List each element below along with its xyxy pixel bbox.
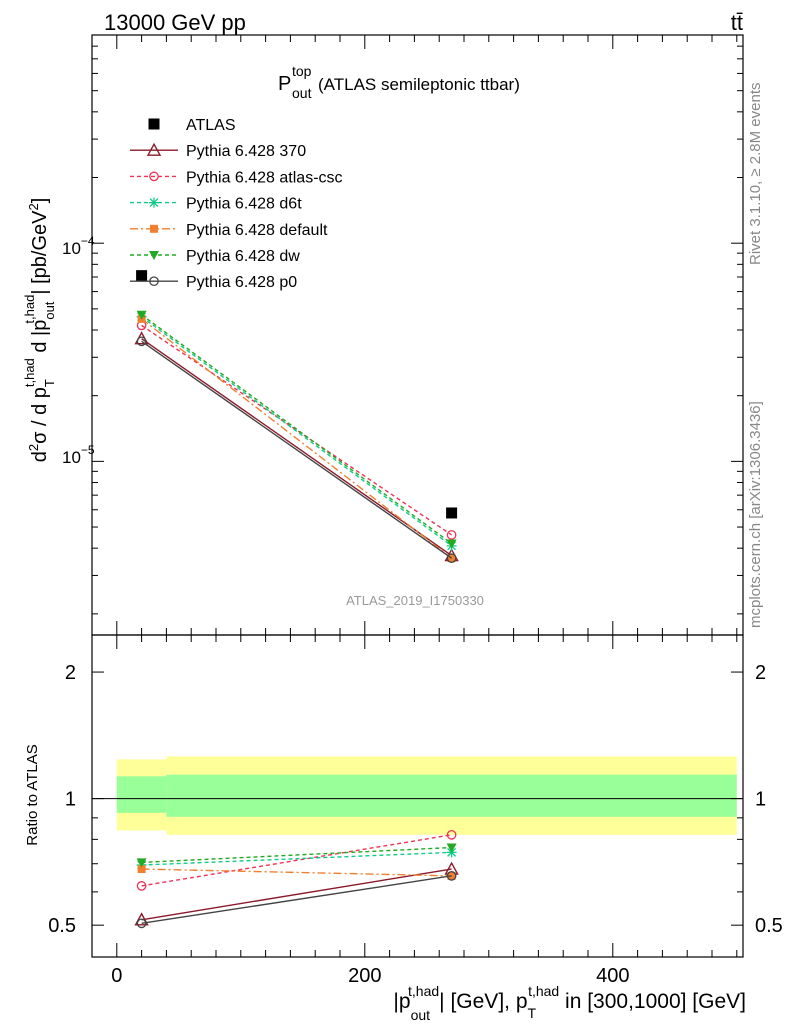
main-y-tick-labels: 10−4 10−5 [62, 234, 95, 467]
main-point-p0-0 [136, 336, 147, 347]
main-line-p0 [141, 340, 453, 559]
main-point-dw-1 [446, 539, 457, 549]
ratio-y-tick-label-right: 2 [755, 662, 766, 684]
ratio-line-p370 [141, 868, 452, 921]
ratio-point-dw-1 [446, 843, 457, 853]
svg-text:d2σ / d pTt,had d |poutt,had|: d2σ / d pTt,had d |poutt,had| [pb/GeV2] [22, 198, 57, 463]
main-line-atlas-csc [141, 324, 452, 536]
mcplots-label: mcplots.cern.ch [arXiv:1306.3436] [747, 401, 764, 628]
main-point-atlas-csc-1 [446, 530, 457, 540]
ratio-y-tick-label-left: 1 [65, 789, 76, 811]
legend-label: Pythia 6.428 p0 [186, 274, 297, 291]
legend-marker-dw [149, 251, 159, 260]
ratio-line-default [141, 868, 452, 877]
legend-marker-atlas-csc [149, 171, 159, 182]
legend-label: Pythia 6.428 atlas-csc [186, 169, 343, 186]
atlas-data-point-0 [136, 270, 148, 282]
legend-marker-atlas [148, 118, 160, 130]
title-main: P [278, 73, 291, 95]
main-line-default [141, 318, 453, 559]
legend-label: Pythia 6.428 370 [186, 143, 306, 160]
legend-label: Pythia 6.428 dw [186, 248, 300, 265]
main-line-dw [141, 314, 453, 545]
ratio-band-inner-0 [116, 776, 167, 813]
ratio-frame [91, 634, 744, 958]
y-tick-1e-4: 10−4 [62, 234, 95, 258]
title-sub: out [292, 85, 312, 101]
main-plot-area [134, 270, 459, 564]
title-rest: (ATLAS semileptonic ttbar) [318, 75, 520, 94]
main-line-d6t [141, 316, 453, 547]
ratio-line-p0 [141, 875, 452, 925]
legend-marker-p0 [149, 276, 159, 287]
energy-label: 13000 GeV pp [104, 10, 246, 35]
ratio-band-inner-1 [166, 774, 737, 817]
svg-text:|poutt,had| [GeV], pTt,had in: |poutt,had| [GeV], pTt,had in [300,1000]… [393, 983, 746, 1023]
axes-frames: 2 2 1 1 0.5 0.5 0 200 400 [48, 34, 783, 987]
main-y-axis-label: d2σ / d pTt,had d |poutt,had| [pb/GeV2] [22, 198, 57, 463]
ratio-point-dw-0 [136, 858, 147, 868]
main-point-dw-0 [136, 310, 147, 320]
atlas-data-point-1 [446, 507, 458, 519]
analysis-label: ATLAS_2019_I1750330 [346, 593, 484, 608]
legend-marker-p370 [146, 142, 162, 156]
rivet-label: Rivet 3.1.10, ≥ 2.8M events [747, 83, 764, 266]
ratio-point-default-0 [137, 865, 146, 874]
main-point-p0-1 [446, 553, 457, 564]
legend-label: Pythia 6.428 d6t [186, 196, 302, 213]
legend-marker-default [150, 224, 158, 233]
x-tick-label: 200 [348, 965, 381, 987]
ratio-point-p370-0 [134, 912, 149, 926]
ratio-y-tick-label-left: 0.5 [48, 915, 76, 937]
ratio-point-p0-1 [446, 871, 457, 881]
y-tick-1e-5: 10−5 [62, 443, 95, 467]
ratio-point-atlas-csc-0 [136, 881, 147, 891]
main-line-p370 [141, 338, 453, 557]
ratio-line-d6t [141, 851, 452, 866]
legend-marker-d6t [149, 197, 159, 208]
process-label: tt̄ [731, 10, 743, 35]
x-tick-label: 0 [111, 965, 122, 987]
x-tick-label: 400 [596, 965, 629, 987]
legend: ATLAS Pythia 6.428 370 Pythia 6.428 atlas-… [130, 117, 343, 291]
ratio-y-tick-label-left: 2 [65, 662, 76, 684]
x-axis-label: |poutt,had| [GeV], pTt,had in [300,1000]… [393, 983, 746, 1023]
ratio-y-axis-label: Ratio to ATLAS [24, 744, 41, 845]
ratio-point-p0-0 [136, 918, 147, 929]
ratio-line-atlas-csc [141, 834, 452, 887]
ratio-y-tick-label-right: 1 [755, 789, 766, 811]
ratio-plot-area [92, 756, 743, 929]
ratio-line-dw [141, 846, 452, 864]
ratio-point-atlas-csc-1 [446, 829, 457, 840]
title-sup: top [292, 63, 312, 79]
ratio-y-tick-label-right: 0.5 [755, 915, 783, 937]
plot-title: P top out (ATLAS semileptonic ttbar) [278, 63, 520, 101]
legend-label: ATLAS [186, 117, 236, 134]
legend-label: Pythia 6.428 default [186, 222, 328, 239]
